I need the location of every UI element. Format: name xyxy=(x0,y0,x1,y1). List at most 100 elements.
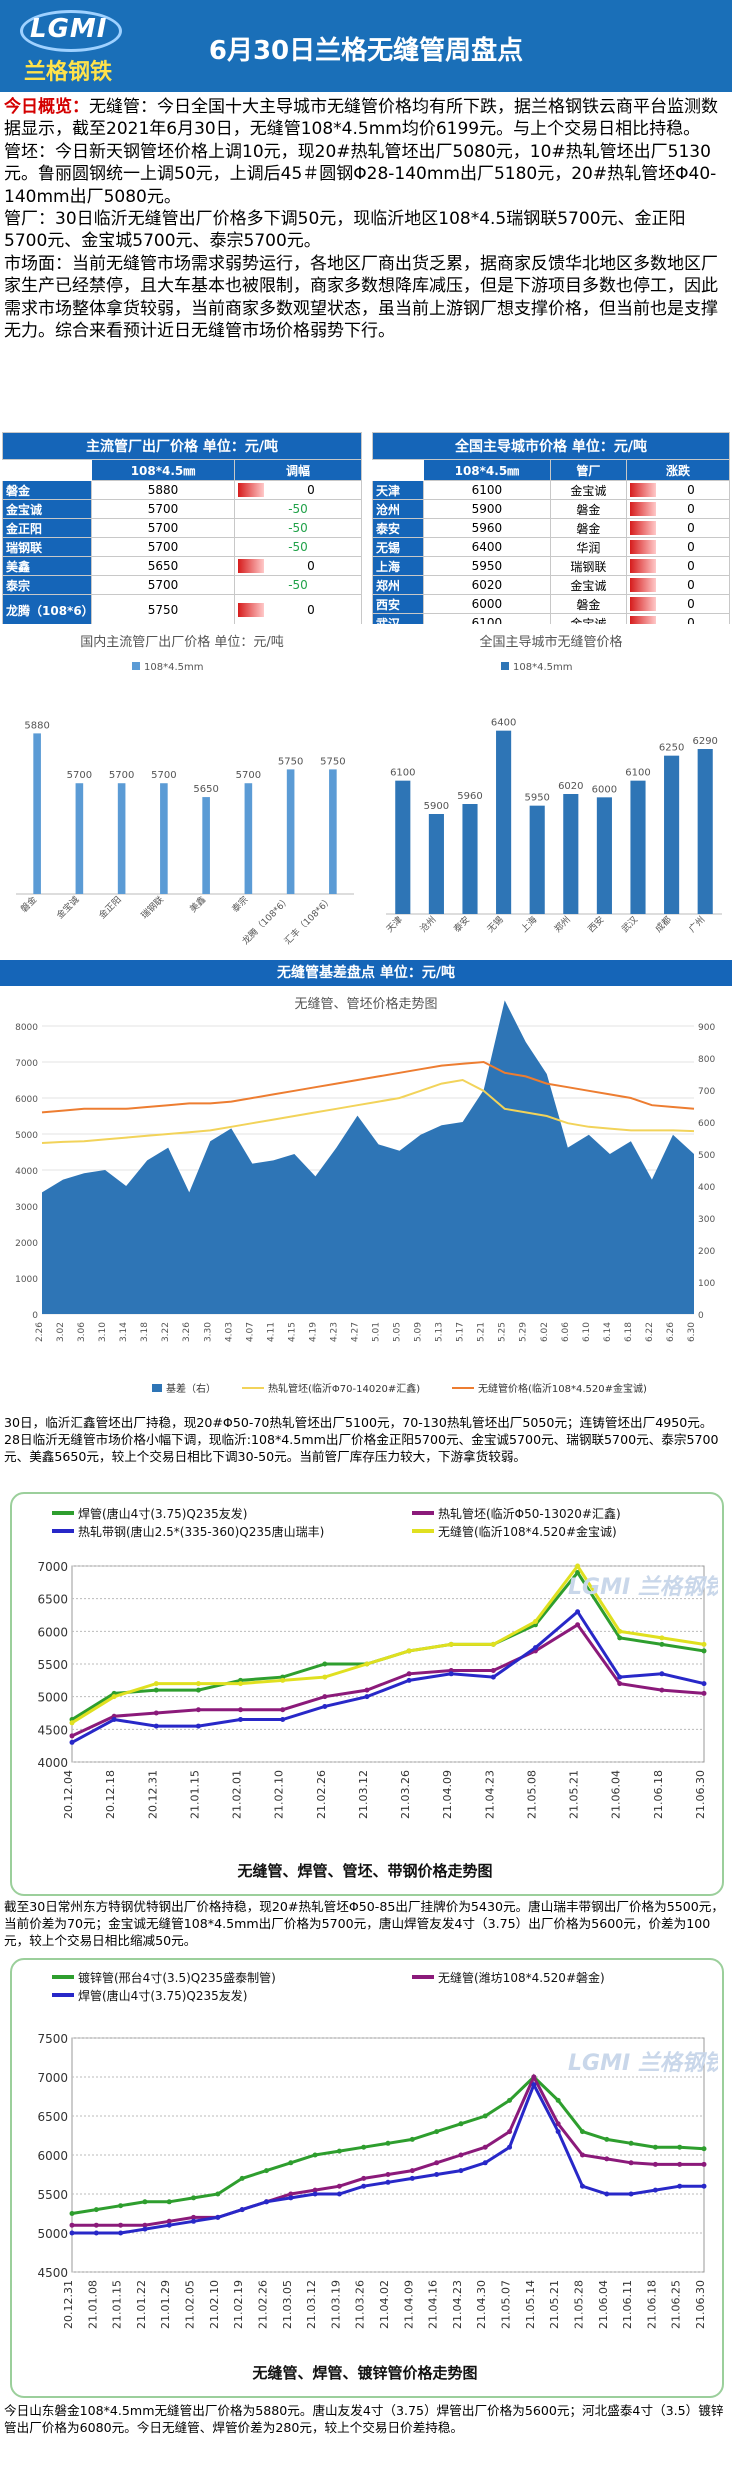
data-point xyxy=(701,1648,707,1654)
bar xyxy=(75,783,84,894)
data-point xyxy=(482,2160,488,2166)
data-label: 6020 xyxy=(558,781,583,792)
y2-tick-label: 700 xyxy=(698,1087,715,1097)
mill-name: 龙腾（108*6） xyxy=(2,594,94,626)
data-point xyxy=(69,2230,75,2236)
city-change-value: 0 xyxy=(687,559,695,573)
city-change-bar xyxy=(630,502,656,516)
table-row: 美鑫 5650 0 xyxy=(2,556,362,576)
y-tick-label: 7000 xyxy=(37,1560,68,1574)
data-point xyxy=(555,2121,561,2127)
mill-change-cell: -50 xyxy=(234,575,362,595)
galvanized-price-chart: 4500 5000 5500 6000 6500 7000 7500 20.12.31 21.0… xyxy=(37,1970,718,2382)
data-label: 6250 xyxy=(659,743,684,754)
mill-name: 泰宗 xyxy=(2,575,92,595)
data-point xyxy=(490,1674,496,1680)
y-tick-label: 0 xyxy=(32,1311,38,1321)
data-point xyxy=(322,1703,328,1709)
x-tick-label: 21.05.07 xyxy=(500,2280,513,2329)
mill-price: 5650 xyxy=(91,556,235,576)
x-tick-label: 21.05.14 xyxy=(524,2280,537,2329)
data-label: 5750 xyxy=(278,756,303,767)
tick-label: 磐金 xyxy=(18,894,39,915)
data-point xyxy=(701,1690,707,1696)
data-point xyxy=(458,2152,464,2158)
legend-swatch xyxy=(501,662,509,670)
logo-ring xyxy=(20,10,122,52)
x-tick-label: 21.02.10 xyxy=(273,1770,286,1819)
x-tick-label: 21.04.23 xyxy=(451,2280,464,2329)
data-point xyxy=(153,1710,159,1716)
legend-label: 热轧带钢(唐山2.5*(335-360)Q235唐山瑞丰) xyxy=(78,1524,324,1539)
city-table-caption: 全国主导城市价格 单位：元/吨 xyxy=(372,432,730,460)
mill-price: 5700 xyxy=(91,537,235,557)
x-tick-label: 3.26 xyxy=(182,1322,192,1342)
data-point xyxy=(215,2191,221,2197)
chart-title: 国内主流管厂出厂价格 单位：元/吨 xyxy=(80,634,284,650)
data-label: 5880 xyxy=(24,720,49,731)
legend-label: 基差（右） xyxy=(166,1382,216,1395)
data-point xyxy=(288,2191,294,2197)
data-point xyxy=(652,2144,658,2150)
mill-change-cell: -50 xyxy=(234,537,362,557)
data-point xyxy=(239,2207,245,2213)
x-tick-label: 6.26 xyxy=(666,1322,676,1342)
data-point xyxy=(628,2191,634,2197)
y-tick-label: 5500 xyxy=(37,2188,68,2202)
data-point xyxy=(263,2199,269,2205)
data-point xyxy=(677,2183,683,2189)
data-label: 6000 xyxy=(592,784,617,795)
legend-label: 热轧管坯(临沂Φ50-13020#汇鑫) xyxy=(438,1506,621,1521)
x-tick-label: 3.30 xyxy=(203,1322,213,1342)
mill-price-bar-chart: 国内主流管厂出厂价格 单位：元/吨 108*4.5mm 5880 磐金 5700 金宝诚 5… xyxy=(2,624,362,954)
x-tick-label: 21.02.26 xyxy=(256,2280,269,2329)
bar xyxy=(462,804,478,914)
bar xyxy=(563,794,579,914)
data-point xyxy=(195,1681,201,1687)
overview-label: 今日概览： xyxy=(4,97,89,117)
y-tick-label: 8000 xyxy=(15,1023,38,1033)
data-point xyxy=(652,2161,658,2167)
data-point xyxy=(652,2187,658,2193)
data-point xyxy=(69,1733,75,1739)
city-table-mill-header: 管厂 xyxy=(549,459,628,481)
y2-tick-label: 400 xyxy=(698,1183,715,1193)
mill-table-caption: 主流管厂出厂价格 单位：元/吨 xyxy=(2,432,362,460)
data-point xyxy=(579,2129,585,2135)
data-label: 5950 xyxy=(524,793,549,804)
x-tick-label: 20.12.18 xyxy=(104,1770,117,1819)
x-tick-label: 4.19 xyxy=(308,1322,318,1342)
galvanized-paragraph: 今日山东磐金108*4.5mm无缝管出厂价格为5880元。唐山友发4寸（3.75… xyxy=(4,2403,724,2435)
x-tick-label: 4.23 xyxy=(329,1322,339,1342)
city-change-bar xyxy=(630,597,656,611)
city-mill: 华润 xyxy=(549,537,628,557)
bar xyxy=(697,749,713,914)
data-point xyxy=(385,2179,391,2185)
data-point xyxy=(312,2191,318,2197)
data-point xyxy=(482,2144,488,2150)
y-tick-label: 3000 xyxy=(15,1203,38,1213)
y-tick-label: 4500 xyxy=(37,2266,68,2280)
data-label: 6100 xyxy=(390,768,415,779)
bar xyxy=(117,783,126,894)
table-row: 金宝诚 5700 -50 xyxy=(2,499,362,519)
data-point xyxy=(195,1687,201,1693)
x-tick-label: 6.18 xyxy=(624,1322,634,1342)
data-point xyxy=(238,1717,244,1723)
data-point xyxy=(322,1694,328,1700)
mill-change-bar xyxy=(238,559,264,573)
x-tick-label: 3.18 xyxy=(140,1322,150,1342)
tick-label: 泰安 xyxy=(451,914,472,935)
city-table-change-header: 涨跌 xyxy=(626,459,730,481)
x-tick-label: 21.03.26 xyxy=(354,2280,367,2329)
city-change-value: 0 xyxy=(687,483,695,497)
x-tick-label: 4.11 xyxy=(266,1322,276,1342)
x-tick-label: 21.06.04 xyxy=(610,1770,623,1819)
data-point xyxy=(238,1707,244,1713)
city-change-cell: 0 xyxy=(626,575,730,595)
data-point xyxy=(434,2172,440,2177)
data-point xyxy=(617,1681,623,1687)
y2-tick-label: 900 xyxy=(698,1023,715,1033)
data-point xyxy=(280,1677,286,1683)
data-label: 5900 xyxy=(424,801,449,812)
